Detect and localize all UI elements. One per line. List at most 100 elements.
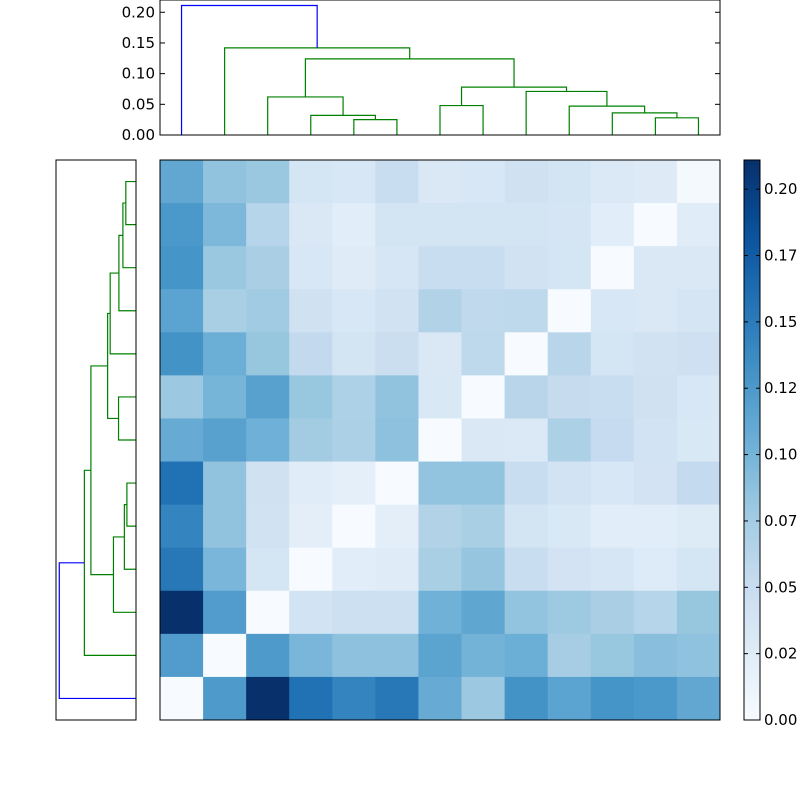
heatmap-cell [590, 289, 635, 333]
heatmap-cell [633, 504, 678, 549]
heatmap-cell [633, 246, 678, 290]
y-tick-label: 0.00 [122, 126, 155, 144]
heatmap-cell [590, 676, 635, 721]
heatmap-cell [633, 332, 678, 376]
heatmap-cell [332, 160, 376, 204]
heatmap-cell [504, 289, 549, 333]
heatmap-cell [461, 418, 506, 463]
heatmap-frame [159, 159, 721, 721]
heatmap-cell [246, 418, 290, 463]
left-dendrogram [55, 159, 137, 721]
heatmap-cell [504, 461, 549, 506]
heatmap-cell [246, 461, 290, 506]
heatmap-cell [246, 203, 290, 247]
heatmap-cell [160, 246, 204, 290]
heatmap-cell [246, 332, 290, 376]
heatmap-cell [676, 246, 721, 290]
heatmap-cell [289, 160, 333, 204]
heatmap-cell [160, 547, 204, 592]
heatmap-cell [418, 547, 463, 592]
dendrogram-link [611, 112, 678, 135]
dendrogram-link [654, 117, 700, 135]
heatmap-cell [461, 332, 506, 376]
heatmap-cell [160, 203, 204, 247]
heatmap-cell [461, 203, 506, 247]
heatmap-cell [203, 375, 247, 419]
heatmap-cell [590, 332, 635, 376]
heatmap-cell [590, 375, 635, 419]
heatmap-cell [590, 590, 635, 635]
dendrogram-link [439, 104, 484, 135]
heatmap-cell [160, 160, 204, 204]
heatmap-cell [289, 332, 333, 376]
heatmap-cell [418, 289, 463, 333]
heatmap-cell [547, 633, 592, 678]
dendrogram-link [180, 4, 318, 135]
heatmap-cell [504, 504, 549, 549]
heatmap-cell [547, 375, 592, 419]
heatmap-cell [375, 504, 419, 549]
heatmap-cell [590, 203, 635, 247]
heatmap-cell [246, 590, 290, 635]
colorbar-tick-label: 0.05 [764, 578, 797, 596]
y-tick-label: 0.10 [122, 65, 155, 83]
heatmap-cell [289, 676, 333, 721]
left-dendrogram-frame [55, 159, 137, 721]
dendrogram-link [353, 119, 398, 135]
heatmap-cell [504, 590, 549, 635]
heatmap-cell [676, 633, 721, 678]
heatmap-cell [547, 332, 592, 376]
dendrogram-link [224, 47, 411, 135]
heatmap-cell [504, 418, 549, 463]
dendrogram-link [460, 86, 568, 106]
dendrogram-link [122, 202, 136, 269]
heatmap-cell [203, 461, 247, 506]
heatmap-cell [203, 504, 247, 549]
heatmap-cell [504, 676, 549, 721]
heatmap-cell [332, 375, 376, 419]
dendrogram-link [107, 312, 119, 420]
heatmap-cell [676, 590, 721, 635]
heatmap-cell [461, 633, 506, 678]
heatmap-cell [375, 160, 419, 204]
heatmap-cell [504, 633, 549, 678]
dendrogram-link [109, 272, 136, 355]
dendrogram-link [525, 90, 608, 135]
heatmap-cell [418, 461, 463, 506]
heatmap-cell [332, 332, 376, 376]
colorbar-tick-label: 0.17 [764, 247, 797, 265]
heatmap-cell [590, 461, 635, 506]
heatmap-cell [504, 246, 549, 290]
dendrogram-link [125, 180, 136, 226]
heatmap-cell [504, 332, 549, 376]
heatmap-cell [461, 461, 506, 506]
heatmap-cell [160, 590, 204, 635]
heatmap-cell [375, 590, 419, 635]
heatmap-cell [504, 375, 549, 419]
heatmap-cell [418, 504, 463, 549]
heatmap-cell [418, 676, 463, 721]
heatmap-cell [461, 289, 506, 333]
heatmap-cell [676, 461, 721, 506]
heatmap-cell [375, 676, 419, 721]
dendrogram-link [310, 114, 376, 135]
heatmap-cell [461, 504, 506, 549]
heatmap-cell [246, 160, 290, 204]
heatmap-cell [504, 203, 549, 247]
heatmap-cell [375, 418, 419, 463]
heatmap-cell [547, 547, 592, 592]
heatmap-cell [633, 633, 678, 678]
heatmap-cell [375, 461, 419, 506]
y-tick-label: 0.05 [122, 95, 155, 113]
heatmap-cell [504, 160, 549, 204]
heatmap-cell [160, 676, 204, 721]
heatmap-cell [160, 332, 204, 376]
heatmap-cell [547, 289, 592, 333]
dendrogram-link [304, 58, 515, 97]
heatmap-cell [246, 375, 290, 419]
dendrogram-link [83, 469, 136, 656]
top-dendrogram: 0.00 0.05 0.10 0.15 0.20 [122, 0, 721, 144]
heatmap-cell [375, 203, 419, 247]
heatmap-cell [547, 418, 592, 463]
